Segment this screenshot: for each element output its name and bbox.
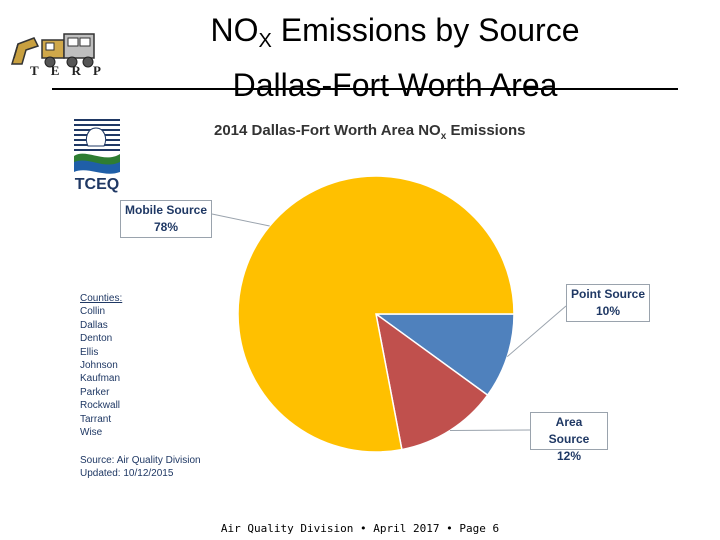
chart-title-suffix: Emissions	[446, 122, 526, 139]
terp-letter-e: E	[50, 63, 61, 78]
counties-list: Counties: Collin Dallas Denton Ellis Joh…	[80, 292, 122, 439]
county-item: Rockwall	[80, 400, 121, 412]
county-item: Collin	[80, 306, 106, 318]
county-item: Wise	[80, 427, 103, 439]
county-item: Ellis	[80, 346, 99, 358]
chart-title: 2014 Dallas-Fort Worth Area NOx Emission…	[214, 122, 526, 142]
title-line2: Dallas-Fort Worth Area	[232, 67, 558, 103]
terp-logo	[10, 33, 95, 68]
area-source-pct: 12%	[556, 449, 582, 463]
updated-line: Updated: 10/12/2015	[80, 468, 174, 479]
source-line: Source: Air Quality Division	[80, 455, 201, 466]
slide-title: NOX Emissions by Source Dallas-Fort Wort…	[0, 8, 720, 107]
source-note: Source: Air Quality Division Updated: 10…	[80, 454, 201, 480]
county-item: Johnson	[80, 360, 118, 372]
mobile-source-callout: Mobile Source 78%	[120, 200, 212, 238]
terp-letter-r: R	[71, 63, 82, 78]
counties-header: Counties:	[80, 293, 123, 304]
terp-letters: T E R P	[30, 63, 102, 79]
county-item: Dallas	[80, 319, 108, 331]
pie-slice-point-source	[373, 313, 515, 397]
title-rule	[52, 88, 678, 90]
title-prefix: NO	[210, 12, 259, 48]
tceq-text: TCEQ	[74, 176, 120, 193]
point-source-name: Point Source	[571, 287, 646, 301]
point-source-pct: 10%	[595, 304, 621, 318]
county-item: Denton	[80, 333, 113, 345]
area-source-callout: Area Source 12%	[530, 412, 608, 463]
leader-line-point-source	[506, 305, 567, 358]
tceq-logo	[74, 116, 120, 174]
county-item: Tarrant	[80, 413, 112, 425]
area-source-name: Area Source	[548, 415, 590, 446]
leader-line-mobile-source	[211, 213, 270, 227]
mobile-source-pct: 78%	[153, 220, 179, 234]
leader-line-area-source	[449, 429, 531, 432]
terp-letter-t: T	[30, 63, 40, 78]
mobile-source-name: Mobile Source	[125, 203, 208, 217]
title-rest: Emissions by Source	[271, 12, 580, 48]
terp-letter-p: P	[93, 63, 102, 78]
chart-title-subscript: x	[440, 131, 447, 142]
point-source-callout: Point Source 10%	[566, 284, 650, 322]
slide-footer: Air Quality Division • April 2017 • Page…	[220, 522, 500, 535]
pie-slice-area-source	[374, 312, 489, 451]
title-subscript: X	[258, 30, 272, 52]
chart-title-prefix: 2014 Dallas-Fort Worth Area NO	[214, 122, 441, 139]
county-item: Parker	[80, 386, 110, 398]
county-item: Kaufman	[80, 373, 121, 385]
